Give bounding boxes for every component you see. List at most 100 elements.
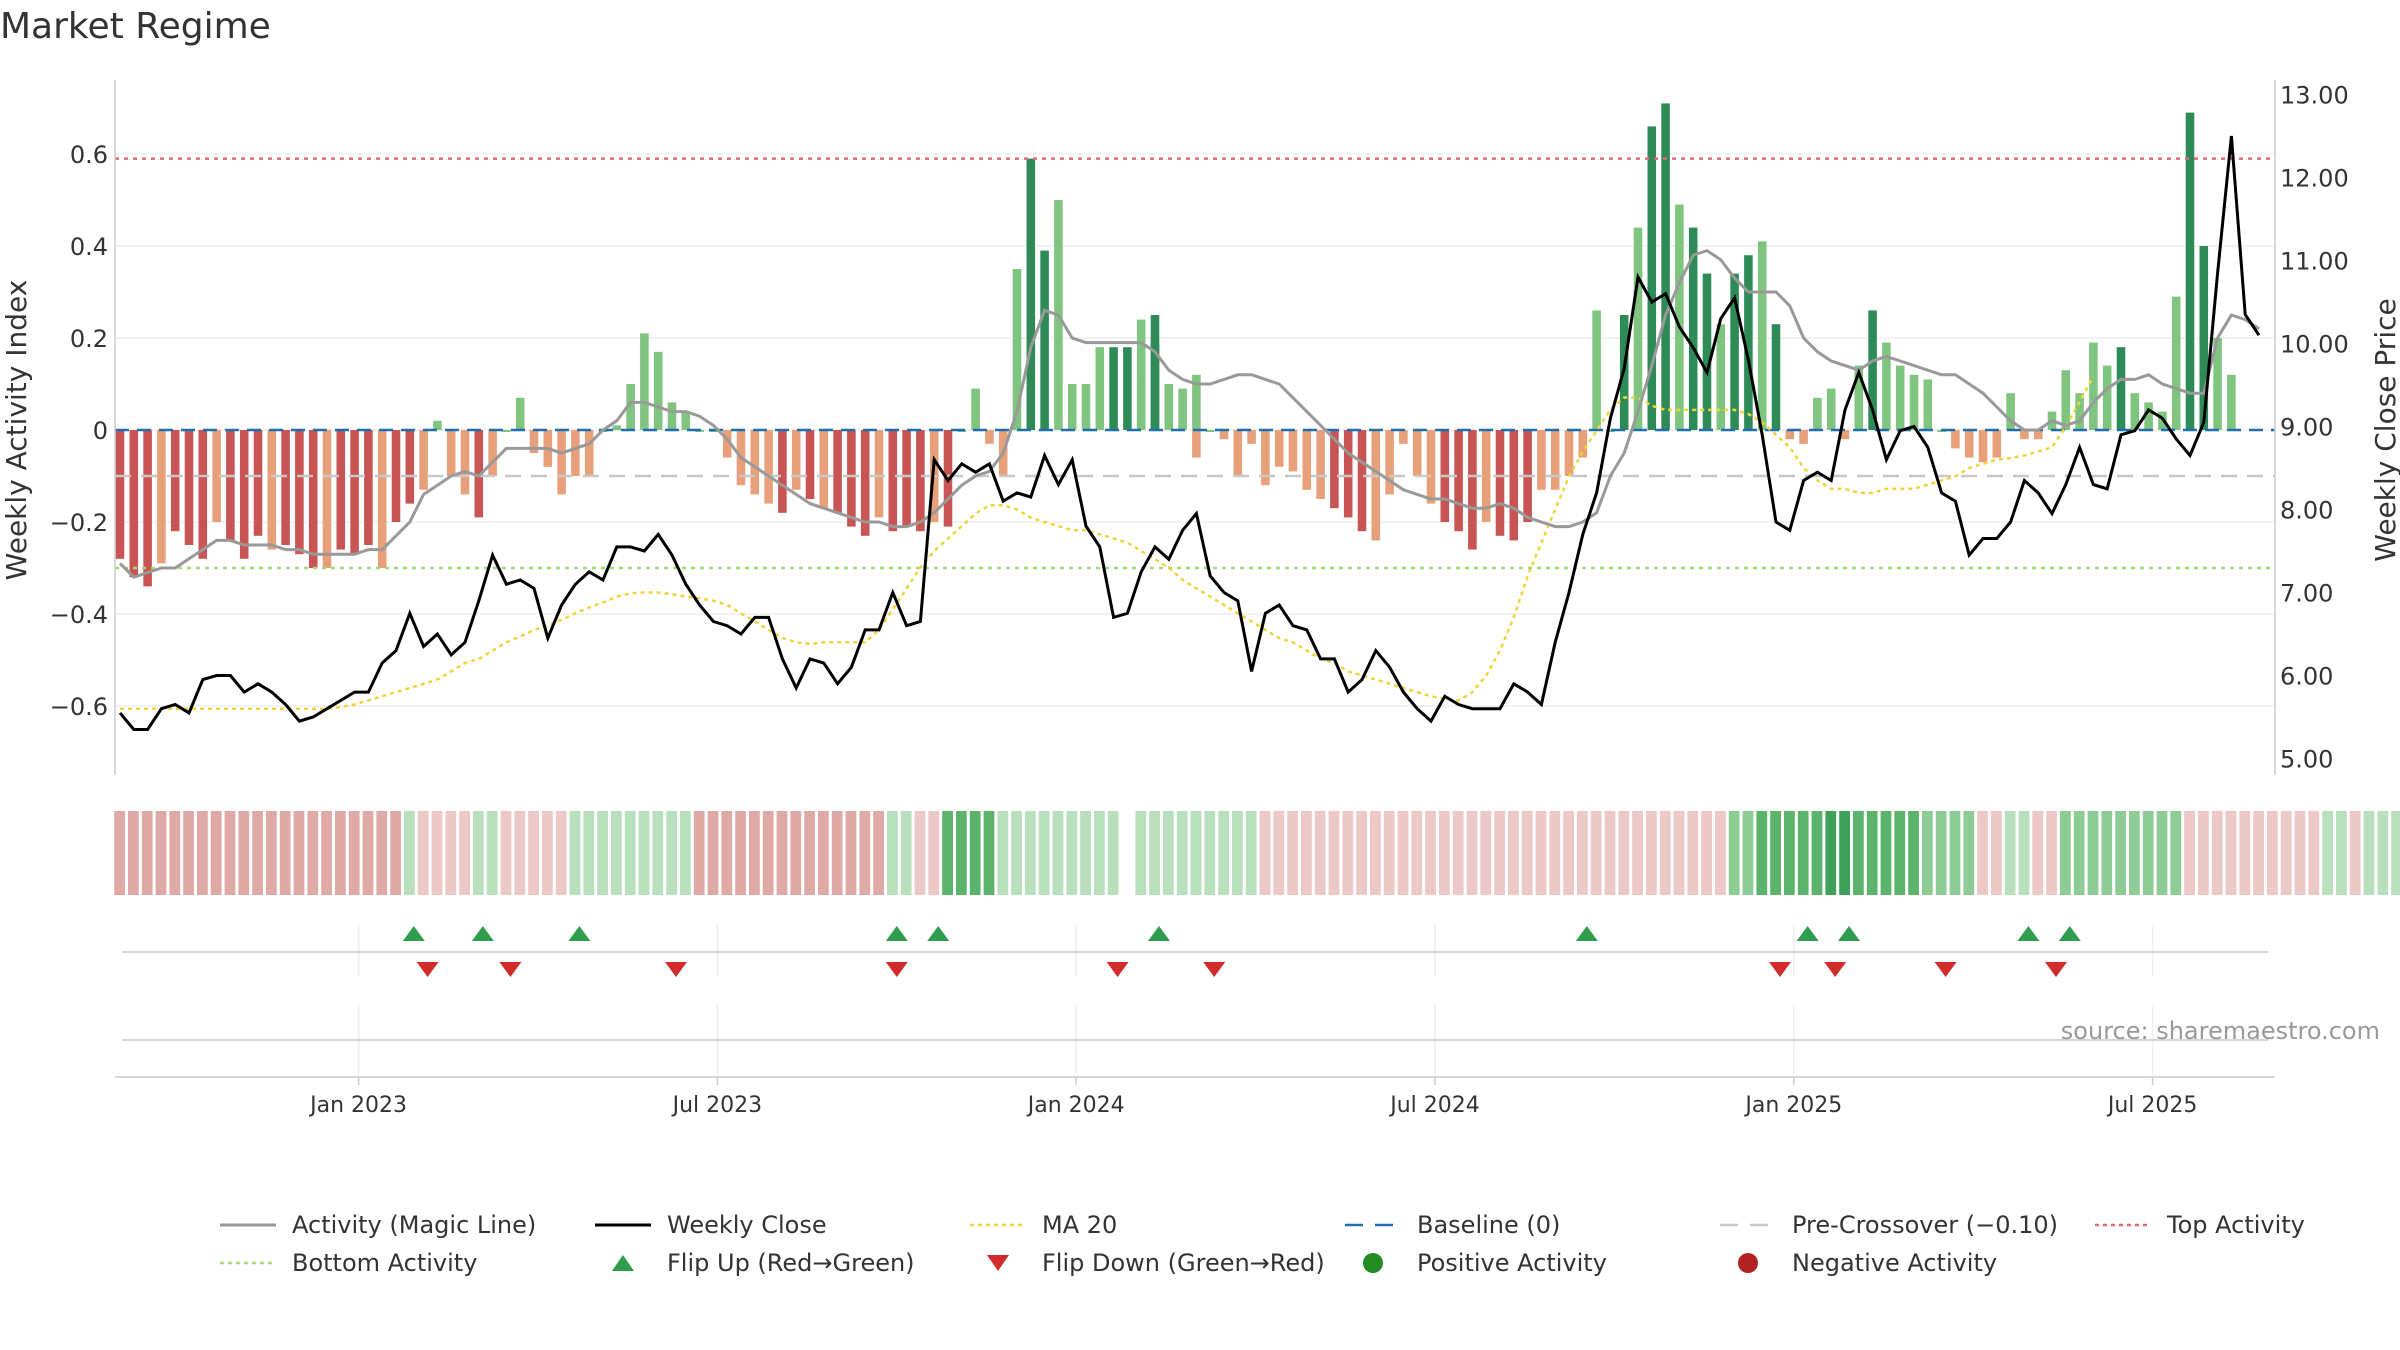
- activity-bar: [1550, 430, 1560, 490]
- regime-cell: [2142, 811, 2154, 895]
- activity-bar: [888, 430, 898, 532]
- activity-bar: [1744, 255, 1753, 430]
- regime-cell: [887, 811, 898, 895]
- activity-bar: [1854, 365, 1864, 430]
- activity-bar: [1826, 388, 1836, 430]
- regime-cell: [1439, 811, 1450, 895]
- regime-cell: [1314, 811, 1326, 895]
- legend-item: Top Activity: [2095, 1211, 2305, 1239]
- regime-cell: [128, 811, 139, 895]
- axes: 0.6 0.4 0.2 0 −0.2 −0.4 −0.6 13.00 12.00 11.00 10.…: [50, 80, 2349, 775]
- right-tick-label: 8.00: [2280, 497, 2333, 525]
- activity-bar: [1192, 430, 1201, 458]
- regime-cell: [2018, 811, 2030, 895]
- activity-bar: [1730, 273, 1739, 430]
- regime-cell: [983, 811, 995, 895]
- activity-bar: [143, 430, 152, 587]
- regime-cell: [2032, 811, 2044, 895]
- regime-cell: [1066, 811, 1078, 895]
- flip-down-marker: [1769, 962, 1791, 977]
- legend: Activity (Magic Line) Weekly Close MA 20 Ba…: [220, 1211, 2305, 1277]
- activity-bar: [902, 430, 911, 527]
- regime-cell: [1701, 811, 1712, 895]
- flip-up-marker: [1148, 926, 1170, 941]
- activity-bar: [874, 430, 884, 518]
- activity-bars: [115, 103, 2236, 587]
- regime-cell: [1521, 811, 1533, 895]
- regime-cell: [2004, 811, 2016, 895]
- regime-cell: [1949, 811, 1961, 895]
- activity-bar: [1992, 430, 2002, 458]
- activity-bar: [1026, 158, 1036, 430]
- regime-cell: [2308, 811, 2320, 895]
- activity-bar: [239, 430, 249, 559]
- regime-cell: [417, 811, 429, 895]
- regime-cell: [900, 811, 912, 895]
- activity-bar: [653, 351, 663, 430]
- regime-cell: [845, 811, 857, 895]
- right-tick-label: 5.00: [2280, 746, 2333, 774]
- flip-up-marker: [885, 926, 908, 941]
- regime-cell: [1494, 811, 1505, 895]
- regime-cell: [1659, 811, 1671, 895]
- left-tick-label: −0.2: [50, 509, 108, 537]
- activity-magic-line: [118, 248, 2260, 579]
- activity-bar: [336, 430, 346, 550]
- regime-cell: [348, 811, 360, 895]
- regime-cell: [293, 811, 305, 895]
- activity-bar: [612, 425, 622, 430]
- activity-bar: [1136, 319, 1146, 430]
- regime-cell: [1549, 811, 1561, 895]
- x-tick-label: Jan 2024: [1026, 1093, 1125, 1118]
- regime-cell: [1563, 811, 1574, 895]
- activity-bar: [1895, 365, 1905, 430]
- regime-cell: [528, 811, 539, 895]
- activity-bar: [667, 402, 677, 430]
- regime-cell: [2073, 811, 2085, 895]
- regime-cell: [1673, 811, 1685, 895]
- activity-bar: [2213, 338, 2222, 430]
- regime-cell: [914, 811, 926, 895]
- activity-bar: [805, 430, 815, 499]
- legend-item: Bottom Activity: [220, 1249, 477, 1277]
- regime-cell: [500, 811, 512, 895]
- activity-bar: [1233, 430, 1243, 476]
- regime-cell: [2253, 811, 2264, 895]
- regime-cell: [1811, 811, 1823, 895]
- regime-cell: [2225, 811, 2237, 895]
- activity-bar: [129, 430, 139, 578]
- regime-cell: [1853, 811, 1864, 895]
- regime-cell: [2349, 811, 2361, 895]
- regime-cell: [2198, 811, 2209, 895]
- regime-cell: [2336, 811, 2347, 895]
- regime-cell: [335, 811, 346, 895]
- x-tick-label: Jul 2025: [2106, 1093, 2198, 1118]
- activity-bar: [1330, 430, 1339, 509]
- regime-cell: [1411, 811, 1423, 895]
- regime-cell: [1880, 811, 1892, 895]
- regime-cell: [210, 811, 222, 895]
- activity-bar: [1302, 430, 1312, 490]
- bottom-panel: [115, 1005, 2275, 1078]
- flip-down-marker: [1934, 962, 1957, 977]
- regime-cell: [2363, 811, 2375, 895]
- activity-bar: [985, 430, 994, 444]
- activity-bar: [1951, 430, 1960, 449]
- activity-bar: [419, 430, 428, 490]
- legend-item: Activity (Magic Line): [220, 1211, 536, 1239]
- activity-bar: [1633, 227, 1643, 430]
- regime-cell: [1866, 811, 1878, 895]
- activity-bar: [184, 430, 194, 545]
- left-tick-label: 0.4: [70, 233, 108, 261]
- regime-cell: [1204, 811, 1216, 895]
- activity-bar: [1288, 430, 1298, 472]
- regime-cell: [2060, 811, 2071, 895]
- regime-cell: [2322, 811, 2333, 895]
- flip-up-marker: [2058, 926, 2081, 941]
- regime-cell: [1452, 811, 1464, 895]
- activity-bar: [722, 430, 732, 458]
- legend-label: Bottom Activity: [292, 1249, 477, 1277]
- regime-cell: [279, 811, 291, 895]
- regime-cell: [1218, 811, 1229, 895]
